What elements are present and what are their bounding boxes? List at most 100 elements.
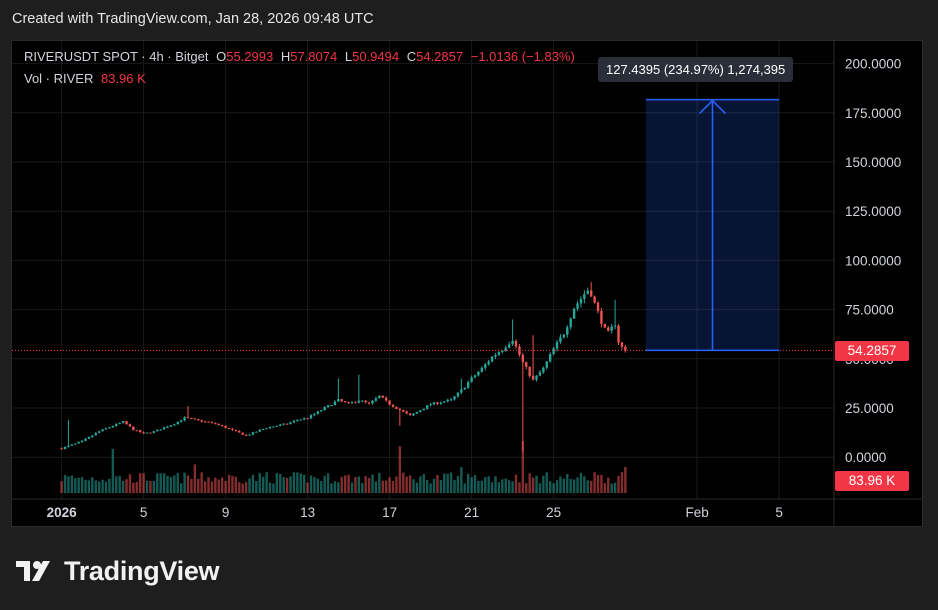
candle-body[interactable] <box>173 424 176 426</box>
candle-body[interactable] <box>101 429 104 432</box>
candle-body[interactable] <box>159 429 162 431</box>
candle-body[interactable] <box>326 405 330 408</box>
candle-body[interactable] <box>425 405 429 409</box>
candle-body[interactable] <box>145 432 149 434</box>
candle-body[interactable] <box>132 426 135 431</box>
candle-body[interactable] <box>74 443 77 445</box>
candle-body[interactable] <box>617 325 620 343</box>
candle-body[interactable] <box>121 421 125 423</box>
candle-body[interactable] <box>125 421 128 425</box>
candle-body[interactable] <box>374 398 378 401</box>
candle-body[interactable] <box>490 356 494 362</box>
candle-body[interactable] <box>115 423 118 426</box>
candle-body[interactable] <box>528 366 531 376</box>
candle-body[interactable] <box>566 327 569 335</box>
candle-body[interactable] <box>313 413 316 416</box>
candle-body[interactable] <box>80 440 84 443</box>
candle-body[interactable] <box>548 354 552 362</box>
candle-body[interactable] <box>261 428 265 430</box>
candle-body[interactable] <box>275 425 279 427</box>
candle-body[interactable] <box>152 431 156 433</box>
candle-body[interactable] <box>265 428 268 430</box>
candle-body[interactable] <box>620 342 624 347</box>
candle-body[interactable] <box>309 415 313 419</box>
candle-body[interactable] <box>545 361 548 368</box>
candle-body[interactable] <box>111 425 115 428</box>
candle-body[interactable] <box>316 411 320 414</box>
candle-body[interactable] <box>166 426 169 428</box>
candle-body[interactable] <box>497 352 501 355</box>
candle-body[interactable] <box>501 350 504 353</box>
candle-body[interactable] <box>91 435 94 437</box>
candle-body[interactable] <box>535 375 538 380</box>
candle-body[interactable] <box>197 419 200 421</box>
candle-body[interactable] <box>190 418 193 420</box>
candle-body[interactable] <box>555 341 559 349</box>
candle-body[interactable] <box>610 326 613 331</box>
candle-body[interactable] <box>504 347 507 351</box>
candle-body[interactable] <box>487 361 490 365</box>
candle-body[interactable] <box>381 395 384 398</box>
candle-body[interactable] <box>572 308 576 319</box>
candle-body[interactable] <box>244 434 248 436</box>
candle-body[interactable] <box>282 423 285 425</box>
candle-body[interactable] <box>251 432 255 435</box>
candle-body[interactable] <box>320 410 323 412</box>
candle-body[interactable] <box>466 382 470 388</box>
candle-body[interactable] <box>193 418 197 420</box>
candle-body[interactable] <box>624 346 627 351</box>
candle-body[interactable] <box>405 411 408 414</box>
candle-body[interactable] <box>603 323 607 328</box>
candle-body[interactable] <box>347 402 350 404</box>
candle-body[interactable] <box>443 401 446 403</box>
tradingview-brand[interactable]: TradingView <box>16 556 220 586</box>
symbol-description[interactable]: RIVERUSDT SPOT · 4h · Bitget <box>24 49 209 64</box>
candle-body[interactable] <box>77 442 80 444</box>
candle-body[interactable] <box>272 426 275 428</box>
candle-body[interactable] <box>432 402 436 405</box>
candle-body[interactable] <box>600 310 603 324</box>
candle-body[interactable] <box>296 419 299 421</box>
candle-body[interactable] <box>593 296 596 303</box>
candle-body[interactable] <box>429 404 432 406</box>
candle-body[interactable] <box>220 424 224 427</box>
candle-body[interactable] <box>613 325 617 327</box>
candle-body[interactable] <box>398 408 402 411</box>
candle-body[interactable] <box>460 389 463 393</box>
candle-body[interactable] <box>337 399 340 402</box>
candle-body[interactable] <box>340 399 343 402</box>
candle-body[interactable] <box>507 344 511 348</box>
candle-body[interactable] <box>350 402 354 404</box>
candle-body[interactable] <box>289 422 292 424</box>
candle-body[interactable] <box>586 290 589 295</box>
candle-body[interactable] <box>408 413 412 416</box>
candle-body[interactable] <box>473 375 477 378</box>
candle-body[interactable] <box>463 387 466 390</box>
candle-body[interactable] <box>302 418 306 420</box>
candle-body[interactable] <box>453 396 456 400</box>
candle-body[interactable] <box>514 340 518 347</box>
candle-body[interactable] <box>169 425 173 427</box>
candle-body[interactable] <box>179 420 183 422</box>
candle-body[interactable] <box>402 410 405 412</box>
candle-body[interactable] <box>142 432 145 434</box>
candle-body[interactable] <box>367 402 371 404</box>
candle-body[interactable] <box>285 423 289 425</box>
candle-body[interactable] <box>607 327 610 331</box>
candle-body[interactable] <box>354 402 357 404</box>
candle-body[interactable] <box>258 429 261 432</box>
candle-body[interactable] <box>138 430 142 433</box>
candle-body[interactable] <box>70 444 74 446</box>
candle-body[interactable] <box>279 424 282 426</box>
candle-body[interactable] <box>176 421 179 425</box>
candle-body[interactable] <box>511 340 514 345</box>
candle-body[interactable] <box>559 337 562 342</box>
candle-body[interactable] <box>87 436 91 439</box>
candle-body[interactable] <box>118 422 121 424</box>
candle-body[interactable] <box>419 410 422 412</box>
candle-body[interactable] <box>412 413 415 416</box>
candle-body[interactable] <box>538 372 542 376</box>
candle-body[interactable] <box>306 418 309 420</box>
candle-body[interactable] <box>108 427 111 429</box>
candle-body[interactable] <box>436 402 439 404</box>
